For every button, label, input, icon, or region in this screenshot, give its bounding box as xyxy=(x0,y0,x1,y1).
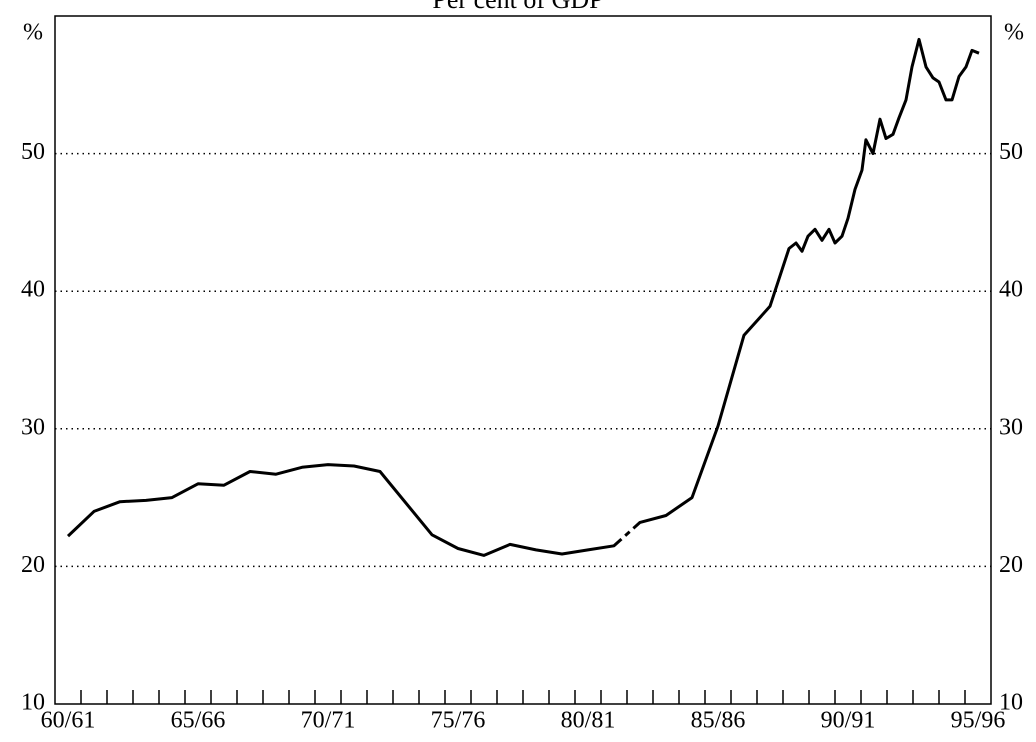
x-tick-label: 70/71 xyxy=(301,708,356,734)
x-tick-label: 60/61 xyxy=(41,708,96,734)
y-unit-left: % xyxy=(23,20,43,46)
x-tick-label: 75/76 xyxy=(431,708,486,734)
x-tick-label: 95/96 xyxy=(951,708,1006,734)
y-unit-right: % xyxy=(1004,20,1024,46)
y-tick-label: 10 xyxy=(21,690,45,716)
x-tick-label: 65/66 xyxy=(171,708,226,734)
y-tick-label: 30 xyxy=(21,414,45,440)
chart-title: Per cent of GDP xyxy=(432,0,603,14)
y-tick-label: 40 xyxy=(21,277,45,303)
x-tick-label: 85/86 xyxy=(691,708,746,734)
y-tick-label-right: 40 xyxy=(999,277,1023,303)
x-tick-label: 80/81 xyxy=(561,708,616,734)
y-tick-label-right: 20 xyxy=(999,552,1023,578)
y-tick-label-right: 30 xyxy=(999,414,1023,440)
y-tick-label-right: 50 xyxy=(999,139,1023,165)
y-tick-label: 20 xyxy=(21,552,45,578)
plot-frame xyxy=(54,15,992,705)
x-tick-label: 90/91 xyxy=(821,708,876,734)
data-line xyxy=(66,37,980,557)
y-tick-label-right: 10 xyxy=(999,690,1023,716)
y-tick-label: 50 xyxy=(21,139,45,165)
